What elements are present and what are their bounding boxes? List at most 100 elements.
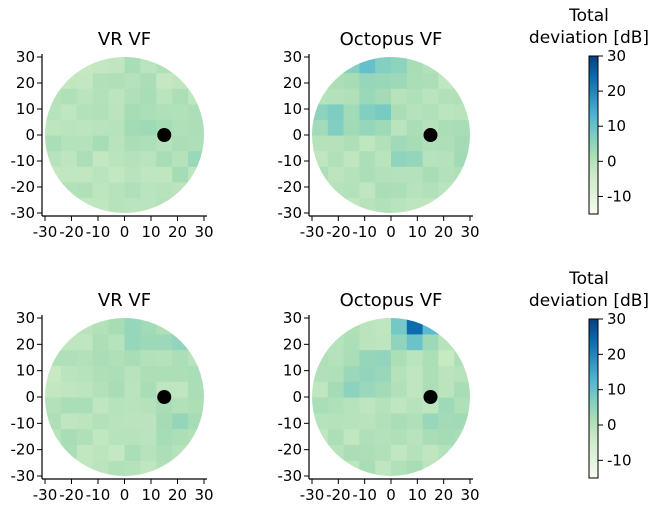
field-cell [327, 318, 345, 335]
field-cell [375, 197, 392, 213]
field-cell [124, 135, 141, 152]
field-cell [45, 444, 62, 461]
field-cell [343, 119, 360, 136]
field-cell [312, 333, 329, 351]
field-cell [422, 150, 439, 167]
y-tick-label: 10 [283, 100, 302, 118]
y-tick-label: 30 [283, 48, 302, 66]
field-cell [45, 381, 62, 398]
field-cell [422, 412, 439, 430]
y-tick-label: 10 [16, 100, 35, 118]
field-cell [454, 381, 470, 398]
field-cell [327, 103, 345, 120]
field-cell [359, 365, 376, 382]
field-cell [327, 381, 345, 398]
field-cell [76, 181, 94, 198]
field-cell [108, 57, 126, 74]
x-tick-label: -10 [352, 486, 377, 504]
field-cell [422, 57, 439, 74]
field-cell [188, 88, 204, 105]
field-cell [108, 333, 126, 351]
field-cell [92, 412, 110, 430]
field-cell [172, 412, 189, 430]
field-cell [327, 119, 345, 136]
field-cell [422, 365, 439, 382]
y-tick-label: 10 [16, 362, 35, 380]
field-cell [327, 135, 345, 152]
field-cell [172, 381, 189, 398]
field-cell [92, 318, 110, 335]
field-cells [45, 57, 204, 213]
field-cell [156, 197, 173, 213]
field-cell [454, 103, 470, 120]
field-cell [343, 460, 360, 476]
field-cell [76, 103, 94, 120]
field-cell [188, 412, 204, 430]
panel-title: VR VF [98, 290, 151, 311]
field-cell [140, 444, 157, 461]
field-cell [391, 412, 408, 430]
field-cell [406, 150, 424, 167]
field-cell [60, 381, 78, 398]
blind-spot-marker [157, 128, 172, 142]
field-cell [45, 72, 62, 89]
field-cell [172, 397, 189, 414]
field-cell [343, 72, 360, 89]
field-cell [108, 444, 126, 461]
field-cell [60, 88, 78, 105]
field-cell [391, 150, 408, 167]
field-cell [124, 88, 141, 105]
field-cell [188, 150, 204, 167]
field-cell [140, 57, 157, 74]
field-cell [172, 181, 189, 198]
y-tick-label: -20 [11, 441, 36, 459]
field-cell [124, 365, 141, 382]
field-cell [92, 397, 110, 414]
field-cell [172, 365, 189, 382]
field-cell [124, 119, 141, 136]
field-cell [140, 88, 157, 105]
field-cell [391, 365, 408, 382]
field-cell [327, 72, 345, 89]
x-tick-label: -30 [300, 223, 325, 241]
field-cell [92, 381, 110, 398]
field-cell [140, 428, 157, 445]
field-cell [438, 119, 455, 136]
field-cell [454, 135, 470, 152]
field-cell [375, 397, 392, 414]
field-cell [438, 197, 455, 213]
field-cell [172, 103, 189, 120]
field-cell [391, 460, 408, 476]
field-cell [188, 119, 204, 136]
field-cell [438, 397, 455, 414]
y-tick-label: 30 [16, 309, 35, 327]
field-cell [172, 88, 189, 105]
x-tick-label: -10 [86, 223, 111, 241]
field-cell [406, 460, 424, 476]
x-tick-label: -30 [33, 223, 58, 241]
field-cell [454, 72, 470, 89]
field-cell [391, 197, 408, 213]
field-cell [76, 381, 94, 398]
field-cell [188, 381, 204, 398]
colorbar-tick-label: 0 [607, 152, 617, 170]
field-cell [140, 460, 157, 476]
field-cell [375, 460, 392, 476]
colorbar-tick-label: 30 [607, 310, 626, 328]
field-cell [92, 150, 110, 167]
field-cell [359, 150, 376, 167]
field-cell [327, 181, 345, 198]
x-tick-label: 20 [168, 223, 187, 241]
x-tick-label: 10 [141, 223, 160, 241]
field-cell [343, 381, 360, 398]
field-cell [312, 103, 329, 120]
field-cell [454, 318, 470, 335]
colorbar-title-top: Total deviation [dB] [509, 5, 668, 49]
field-cell [422, 444, 439, 461]
field-cell [45, 181, 62, 198]
x-tick-label: 20 [434, 223, 453, 241]
field-cell [124, 460, 141, 476]
field-cell [438, 181, 455, 198]
field-cell [327, 428, 345, 445]
